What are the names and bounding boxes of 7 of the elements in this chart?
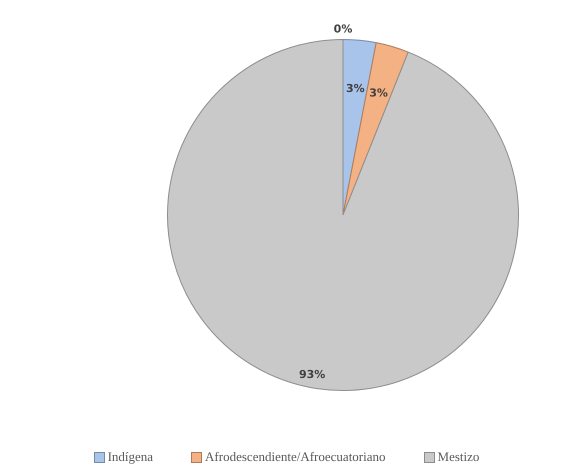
text: 0% [334,22,352,36]
legend-label: Indígena [106,449,154,465]
legend-label: Mestizo [436,449,480,465]
data-label: 93% [298,368,326,382]
data-label: 3% [346,82,365,96]
legend-label: Afrodescendiente/Afroecuatoriano [204,449,386,465]
data-label: 3% [369,86,388,100]
